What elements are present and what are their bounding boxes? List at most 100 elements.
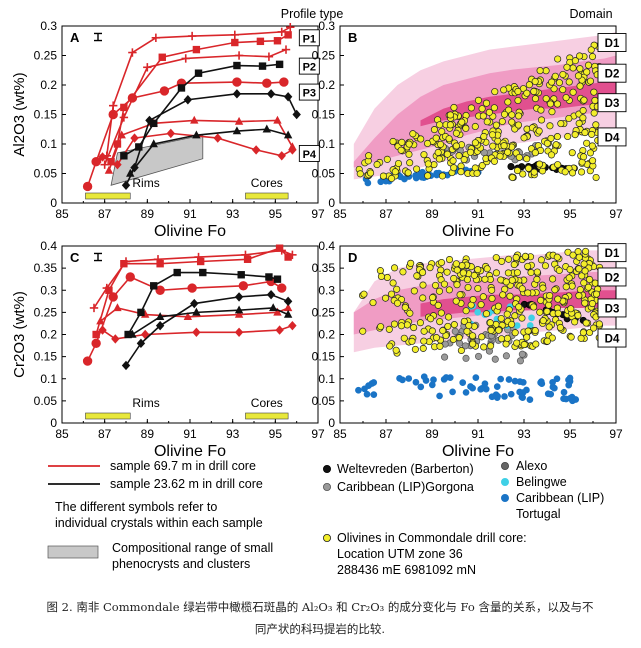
cores-bar: [245, 192, 289, 200]
rims-label: Rims: [132, 176, 159, 190]
series-black-diamond: [121, 289, 293, 371]
commondale-olivine-point: [463, 276, 471, 284]
data-point: [262, 78, 272, 88]
panel-title: Domain: [569, 7, 612, 21]
commondale-olivine-point: [437, 140, 445, 148]
commondale-olivine-point: [581, 129, 589, 137]
data-point: [275, 244, 284, 252]
commondale-olivine-point: [575, 253, 583, 261]
commondale-olivine-point: [545, 301, 553, 309]
caribbean-tortugal-point: [365, 382, 372, 389]
caribbean-tortugal-point: [436, 392, 443, 400]
rims-bar: [85, 192, 131, 200]
y-tick-label: 0.35: [34, 261, 58, 275]
data-point: [136, 338, 146, 349]
y-tick-label: 0.1: [318, 137, 335, 151]
data-point: [98, 325, 107, 335]
legend-gorgona-marker: [322, 482, 331, 491]
commondale-olivine-point: [569, 64, 577, 72]
commondale-olivine-point: [582, 319, 590, 327]
commondale-olivine-point: [423, 139, 432, 148]
commondale-olivine-point: [575, 292, 583, 300]
commondale-olivine-point: [419, 294, 427, 302]
y-tick-label: 0.2: [318, 78, 335, 92]
domain-label-box: [597, 243, 627, 263]
commondale-olivine-point: [445, 286, 453, 294]
commondale-olivine-point: [533, 268, 541, 276]
caribbean-tortugal-point: [507, 390, 515, 398]
commondale-olivine-point: [489, 142, 497, 150]
x-tick-label: 97: [311, 427, 325, 441]
y-tick-label: 0.1: [40, 137, 57, 151]
data-point: [126, 168, 135, 177]
legend: sample 69.7 m in drill core sample 23.62 …: [47, 459, 604, 577]
commondale-olivine-point: [569, 251, 577, 259]
commondale-olivine-point: [543, 337, 551, 345]
y-tick-label: 0.2: [40, 328, 57, 342]
data-point: [150, 119, 158, 128]
commondale-olivine-point: [588, 130, 596, 138]
data-point: [266, 89, 276, 99]
commondale-olivine-point: [400, 334, 408, 342]
data-point: [196, 257, 205, 266]
caribbean-gorgona-point: [491, 355, 499, 363]
caribbean-tortugal-point: [526, 396, 534, 403]
commondale-olivine-point: [410, 324, 418, 332]
commondale-olivine-point: [420, 151, 428, 159]
data-point: [155, 312, 165, 320]
commondale-olivine-point: [586, 149, 595, 157]
commondale-olivine-point: [512, 253, 520, 261]
commondale-olivine-point: [424, 160, 432, 168]
x-tick-label: 85: [55, 207, 69, 221]
commondale-olivine-point: [393, 299, 402, 307]
commondale-olivine-point: [496, 152, 504, 160]
legend-belingwe-label: Belingwe: [516, 475, 567, 489]
commondale-olivine-point: [446, 111, 454, 119]
profile-label-box: [298, 144, 320, 162]
commondale-olivine-point: [535, 160, 544, 168]
data-point: [91, 338, 101, 349]
data-point: [120, 152, 128, 160]
caption-line-1: 图 2. 南非 Commondale 绿岩带中橄榄石斑晶的 Al₂O₃ 和 Cr…: [46, 600, 594, 614]
data-point: [113, 140, 122, 148]
profile-label-box: [298, 83, 320, 101]
commondale-olivine-point: [548, 78, 556, 86]
commondale-olivine-point: [557, 120, 565, 128]
caribbean-tortugal-point: [481, 380, 489, 388]
commondale-olivine-point: [539, 317, 547, 325]
commondale-olivine-point: [588, 142, 596, 150]
commondale-olivine-point: [456, 291, 464, 299]
commondale-olivine-point: [530, 168, 538, 176]
commondale-olivine-point: [498, 117, 506, 126]
data-point: [190, 115, 199, 124]
commondale-olivine-point: [406, 309, 414, 317]
commondale-olivine-point: [467, 148, 475, 156]
commondale-olivine-point: [587, 46, 595, 54]
commondale-olivine-point: [515, 303, 523, 311]
data-point: [266, 289, 276, 300]
commondale-olivine-point: [550, 85, 558, 93]
commondale-olivine-point: [437, 258, 446, 267]
panel-letter: D: [348, 250, 357, 265]
commondale-olivine-point: [478, 333, 486, 341]
data-point: [135, 143, 143, 151]
y-axis-label: Cr2O3 (wt%): [11, 291, 28, 378]
commondale-olivine-point: [426, 264, 434, 272]
commondale-olivine-point: [453, 266, 461, 274]
caribbean-tortugal-point: [459, 379, 467, 386]
commondale-olivine-point: [389, 279, 397, 287]
panel-D: 85 87 89 91 93 95 9700.050.10.150.20.250.30.35…: [312, 239, 627, 460]
data-point: [288, 145, 297, 155]
panel-A: 85 87 89 91 93 95 9700.050.10.150.20.250.3Oliv…: [11, 7, 343, 240]
commondale-olivine-point: [574, 72, 582, 80]
data-point: [111, 334, 120, 344]
legend-alexo-label: Alexo: [516, 459, 547, 473]
x-tick-label: 87: [98, 427, 112, 441]
commondale-olivine-point: [413, 165, 421, 173]
legend-red-label: sample 69.7 m in drill core: [110, 459, 256, 473]
commondale-olivine-point: [542, 67, 550, 75]
y-tick-label: 0.1: [40, 372, 57, 386]
y-tick-label: 0: [50, 416, 57, 430]
commondale-olivine-point: [449, 335, 457, 344]
data-point: [121, 360, 131, 371]
